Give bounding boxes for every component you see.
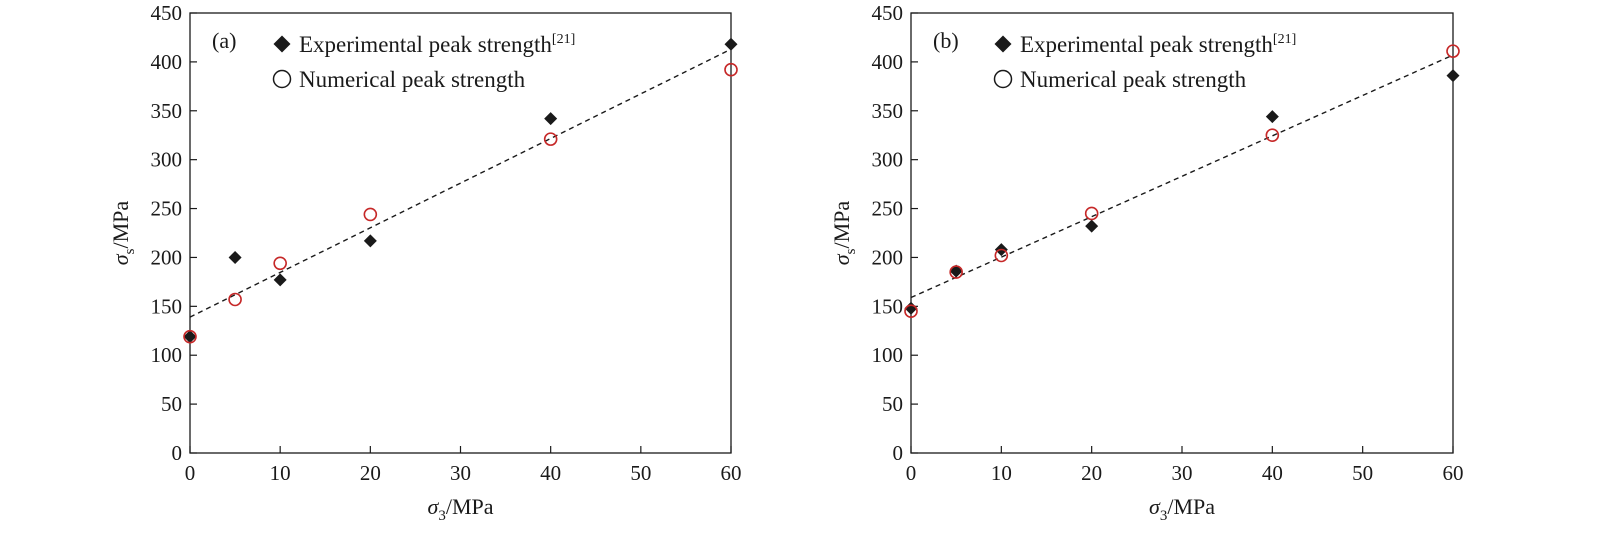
- experimental-point: [363, 234, 377, 248]
- chart-panel-a: 0 10 20 30 40 50 60 0 50 100 150 200 250 300 350 400 450…: [108, 1, 742, 524]
- legend-entry-numerical: Numerical peak strength: [299, 67, 526, 92]
- y-axis-symbol: σ: [108, 253, 133, 265]
- legend-citation: [21]: [552, 32, 575, 47]
- experimental-point: [1446, 69, 1460, 83]
- numerical-point: [228, 292, 242, 307]
- numerical-point: [273, 256, 287, 271]
- x-tick-label: 40: [1262, 461, 1283, 485]
- x-axis-symbol: σ: [1149, 494, 1161, 519]
- x-axis-label: σ3/MPa: [1149, 494, 1215, 524]
- x-tick-label: 50: [1352, 461, 1373, 485]
- x-axis-subscript: 3: [438, 508, 446, 524]
- numerical-point: [543, 132, 558, 146]
- x-tick-label: 50: [630, 461, 651, 485]
- y-tick-label: 100: [151, 343, 183, 367]
- x-axis-label: σ3/MPa: [427, 494, 493, 524]
- y-tick-label: 0: [893, 441, 904, 465]
- experimental-point: [1265, 110, 1279, 124]
- y-tick-label: 100: [872, 343, 904, 367]
- y-tick-label: 400: [151, 50, 183, 74]
- legend-label: Experimental peak strength: [299, 32, 552, 57]
- x-tick-label: 0: [906, 461, 917, 485]
- y-tick-label: 450: [872, 1, 904, 25]
- fit-line: [189, 48, 732, 318]
- y-tick-label: 150: [872, 294, 904, 318]
- y-tick-label: 150: [151, 294, 183, 318]
- y-tick-label: 0: [172, 441, 183, 465]
- x-tick-label: 0: [185, 461, 196, 485]
- y-axis-label: σs/MPa: [829, 201, 859, 266]
- legend-entry-numerical: Numerical peak strength: [1020, 67, 1247, 92]
- y-axis-unit: /MPa: [108, 201, 133, 249]
- numerical-point: [904, 304, 918, 319]
- y-tick-label: 50: [161, 392, 182, 416]
- experimental-point: [724, 37, 738, 51]
- y-tick-label: 50: [882, 392, 903, 416]
- legend-label: Numerical peak strength: [1020, 67, 1247, 92]
- legend-entry-experimental: Experimental peak strength[21]: [1020, 32, 1296, 57]
- legend-citation: [21]: [1273, 32, 1296, 47]
- y-tick-label: 350: [872, 99, 904, 123]
- numerical-point: [1265, 128, 1280, 143]
- y-tick-label: 250: [872, 197, 904, 221]
- x-axis-unit: /MPa: [1167, 494, 1215, 519]
- y-tick-label: 200: [151, 245, 183, 269]
- legend-label: Numerical peak strength: [299, 67, 526, 92]
- experimental-point: [544, 112, 558, 126]
- x-tick-label: 60: [721, 461, 742, 485]
- y-tick-label: 250: [151, 197, 183, 221]
- numerical-point: [1446, 44, 1460, 58]
- panel-label: (b): [933, 28, 959, 53]
- x-axis-symbol: σ: [427, 494, 439, 519]
- legend-marker-numerical: [993, 69, 1013, 89]
- x-axis-unit: /MPa: [446, 494, 494, 519]
- experimental-point: [904, 301, 918, 315]
- chart-panel-b: 0 10 20 30 40 50 60 0 50 100 150 200 250 300 350 400 450…: [829, 1, 1464, 524]
- x-axis-subscript: 3: [1160, 508, 1168, 524]
- x-tick-label: 30: [1172, 461, 1193, 485]
- numerical-point: [183, 329, 197, 344]
- legend-label: Experimental peak strength: [1020, 32, 1273, 57]
- y-tick-label: 200: [872, 245, 904, 269]
- x-tick-label: 30: [450, 461, 471, 485]
- x-tick-label: 40: [540, 461, 561, 485]
- x-tick-label: 20: [1081, 461, 1102, 485]
- y-axis-subscript: s: [122, 248, 138, 254]
- y-axis-subscript: s: [843, 248, 859, 254]
- x-tick-label: 10: [270, 461, 291, 485]
- numerical-point: [994, 248, 1009, 263]
- y-tick-label: 450: [151, 1, 183, 25]
- x-tick-label: 20: [360, 461, 381, 485]
- experimental-point: [273, 273, 287, 287]
- y-axis-unit: /MPa: [829, 201, 854, 249]
- y-axis-label: σs/MPa: [108, 201, 138, 266]
- numerical-point: [363, 207, 378, 222]
- numerical-point: [1084, 206, 1099, 221]
- experimental-point: [183, 330, 197, 344]
- legend-entry-experimental: Experimental peak strength[21]: [299, 32, 575, 57]
- numerical-point: [724, 62, 738, 77]
- y-axis-symbol: σ: [829, 253, 854, 265]
- y-tick-label: 300: [872, 148, 904, 172]
- legend-marker-experimental: [994, 35, 1012, 53]
- x-tick-label: 10: [991, 461, 1012, 485]
- panel-label: (a): [212, 28, 236, 53]
- x-tick-label: 60: [1443, 461, 1464, 485]
- experimental-point: [228, 250, 242, 264]
- legend-marker-experimental: [273, 35, 291, 53]
- experimental-point: [1085, 219, 1099, 233]
- y-tick-label: 300: [151, 148, 183, 172]
- numerical-point: [949, 265, 963, 279]
- legend-marker-numerical: [272, 69, 292, 89]
- y-tick-label: 400: [872, 50, 904, 74]
- y-tick-label: 350: [151, 99, 183, 123]
